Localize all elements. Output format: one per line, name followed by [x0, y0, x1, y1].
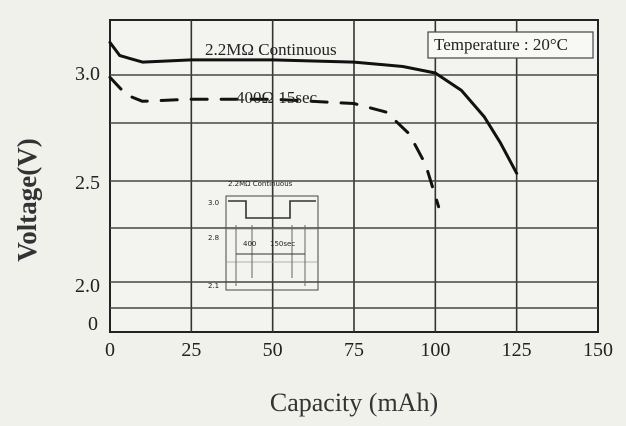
y-tick-label: 2.5 [75, 172, 100, 194]
annotation-continuous: 2.2MΩ Continuous [205, 40, 337, 59]
x-tick-labels: 0 25 50 75 100 125 150 [105, 339, 613, 361]
x-tick-label: 100 [420, 339, 450, 361]
grid-horizontal [110, 74, 598, 309]
grid-vertical [190, 20, 518, 332]
inset-pulse-trace [228, 200, 316, 219]
y-tick-label: 2.0 [75, 275, 100, 297]
x-tick-label: 50 [263, 339, 283, 361]
x-tick-label: 0 [105, 339, 115, 361]
inset-pulse-label: 400 [243, 240, 256, 248]
temperature-box [427, 31, 594, 59]
series-lines [108, 41, 519, 209]
x-axis-title: Capacity (mAh) [270, 388, 438, 417]
y-axis-title: Voltage(V) [12, 138, 42, 261]
inset-y-label: 2.1 [208, 282, 219, 290]
x-tick-label: 25 [181, 339, 201, 361]
y-tick-labels: 0 2.0 2.5 3.0 [75, 63, 100, 335]
inset-pulse-outline [235, 225, 306, 286]
temperature-label: Temperature : 20°C [434, 35, 568, 54]
y-tick-label: 3.0 [75, 63, 100, 85]
series-line-2 [108, 75, 441, 209]
inset-diagram: 2.2MΩ Continuous 3.0 2.8 2.1 400 150sec [208, 180, 319, 291]
x-tick-label: 75 [344, 339, 364, 361]
inset-frame [225, 195, 319, 291]
y-tick-label: 0 [88, 313, 98, 335]
inset-pulse-duration: 150sec [270, 240, 295, 248]
inset-y-label: 3.0 [208, 199, 219, 207]
inset-title: 2.2MΩ Continuous [228, 180, 293, 188]
x-tick-label: 125 [502, 339, 532, 361]
series-line-1 [108, 41, 519, 175]
inset-y-label: 2.8 [208, 234, 219, 242]
x-tick-label: 150 [583, 339, 613, 361]
annotation-pulse: 400Ω 15sec [236, 88, 318, 107]
